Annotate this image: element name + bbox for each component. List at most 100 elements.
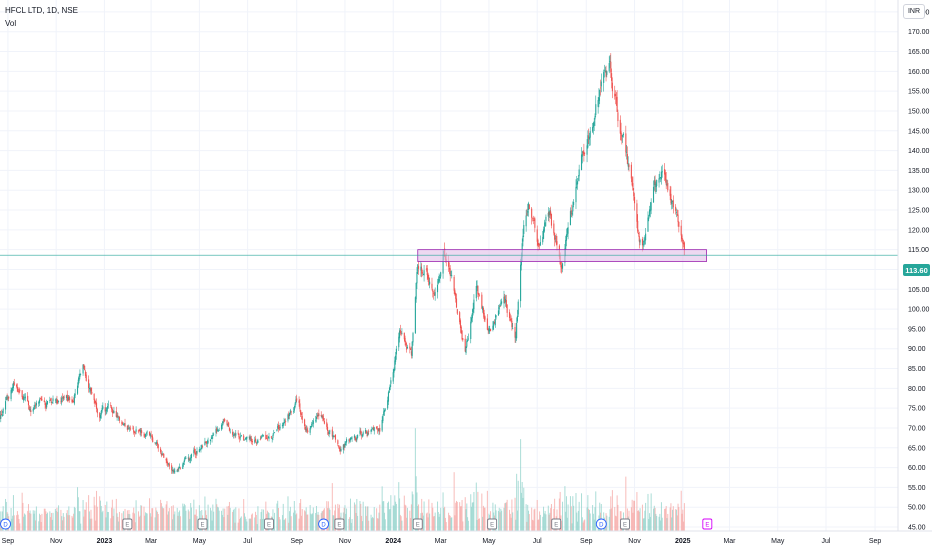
y-tick-label: 125.00	[908, 208, 930, 215]
volume-bar	[371, 518, 373, 531]
candle-body	[8, 396, 10, 399]
candle-body	[206, 443, 208, 444]
volume-bar	[173, 514, 175, 531]
volume-bar	[577, 510, 579, 531]
candle-body	[163, 453, 165, 458]
candle-body	[473, 299, 475, 310]
volume-bar	[514, 497, 516, 531]
volume-bar	[683, 521, 685, 531]
earnings-marker-letter: E	[490, 522, 494, 528]
volume-bar	[606, 515, 608, 531]
volume-bar	[562, 501, 564, 531]
candle-body	[268, 436, 270, 439]
support-zone[interactable]	[417, 249, 707, 262]
volume-bar	[193, 499, 195, 531]
x-tick-label: 2024	[385, 538, 401, 545]
candle-body	[361, 434, 363, 437]
currency-badge[interactable]: INR	[903, 4, 925, 19]
volume-bar	[367, 506, 369, 531]
volume-bar	[106, 501, 108, 531]
volume-bar	[104, 505, 106, 531]
candle-body	[312, 420, 314, 425]
candle-body	[277, 425, 279, 429]
volume-bar	[338, 504, 340, 531]
candle-body	[1, 414, 3, 416]
candle-body	[683, 242, 685, 245]
candle-body	[218, 430, 220, 432]
candle-body	[224, 419, 226, 422]
volume-bar	[372, 518, 374, 531]
volume-bar	[431, 502, 433, 531]
candle-body	[621, 135, 623, 137]
earnings-marker	[334, 518, 345, 530]
volume-bar	[290, 516, 292, 531]
candle-body	[95, 402, 97, 404]
volume-bar	[660, 502, 662, 531]
y-tick-label: 115.00	[908, 247, 929, 254]
candle-body	[371, 428, 373, 431]
volume-bar	[390, 495, 392, 531]
candle-body	[150, 434, 152, 436]
volume-bar	[16, 515, 18, 531]
candle-body	[611, 73, 613, 81]
candle-body	[82, 364, 84, 374]
candle-body	[475, 286, 477, 299]
earnings-marker-letter: E	[623, 522, 627, 528]
candle-body	[123, 423, 125, 425]
candle-body	[542, 229, 545, 239]
candle-body	[337, 440, 339, 445]
candle-body	[144, 434, 146, 438]
earnings-marker	[702, 518, 713, 530]
candle-body	[317, 414, 319, 417]
candle-body	[682, 239, 684, 244]
volume-bar	[384, 519, 386, 531]
candle-body	[509, 318, 511, 321]
price-axis[interactable]: 175.00170.00165.00160.00155.00150.00145.…	[897, 0, 930, 532]
volume-indicator-label[interactable]: Vol	[5, 19, 17, 28]
candle-body	[50, 399, 52, 401]
candle-body	[260, 437, 262, 439]
candle-body	[318, 413, 320, 417]
candle-body	[433, 292, 435, 294]
candle-body	[431, 283, 433, 289]
candle-body	[387, 392, 390, 402]
candle-body	[22, 396, 24, 400]
candle-body	[399, 329, 401, 334]
volume-bar	[135, 500, 137, 531]
candle-body	[377, 430, 379, 432]
volume-bar	[227, 514, 229, 531]
volume-bar	[210, 510, 212, 531]
volume-bar	[111, 507, 113, 531]
candle-body	[603, 69, 606, 71]
candle-body	[193, 449, 195, 454]
candle-body	[516, 315, 518, 322]
volume-bar	[528, 510, 530, 531]
volume-bar	[592, 513, 594, 531]
earnings-marker	[412, 518, 423, 530]
volume-bar	[105, 517, 107, 531]
candle-body	[467, 339, 469, 342]
candle-body	[652, 186, 655, 203]
candle-body	[343, 444, 345, 448]
candle-body	[368, 431, 370, 432]
candle-body	[194, 452, 196, 455]
volume-bar	[520, 439, 522, 531]
volume-bar	[29, 510, 31, 531]
symbol-title[interactable]: HFCL LTD, 1D, NSE	[5, 6, 78, 15]
candle-body	[245, 437, 247, 439]
volume-bar	[89, 518, 91, 531]
candle-body	[577, 178, 579, 180]
y-tick-label: 135.00	[908, 168, 930, 175]
candle-body	[16, 384, 18, 387]
candle-body	[12, 387, 14, 391]
candle-body	[666, 184, 668, 185]
volume-bar	[246, 521, 248, 531]
candle-body	[483, 312, 485, 317]
time-axis[interactable]: Sep Nov 2023 Mar May Jul Sep Nov 2024 Mar May Jul Se…	[0, 530, 932, 545]
candle-body	[323, 418, 325, 421]
candle-body	[137, 430, 140, 432]
x-tick-label: Sep	[580, 538, 593, 545]
candle-body	[210, 437, 212, 439]
